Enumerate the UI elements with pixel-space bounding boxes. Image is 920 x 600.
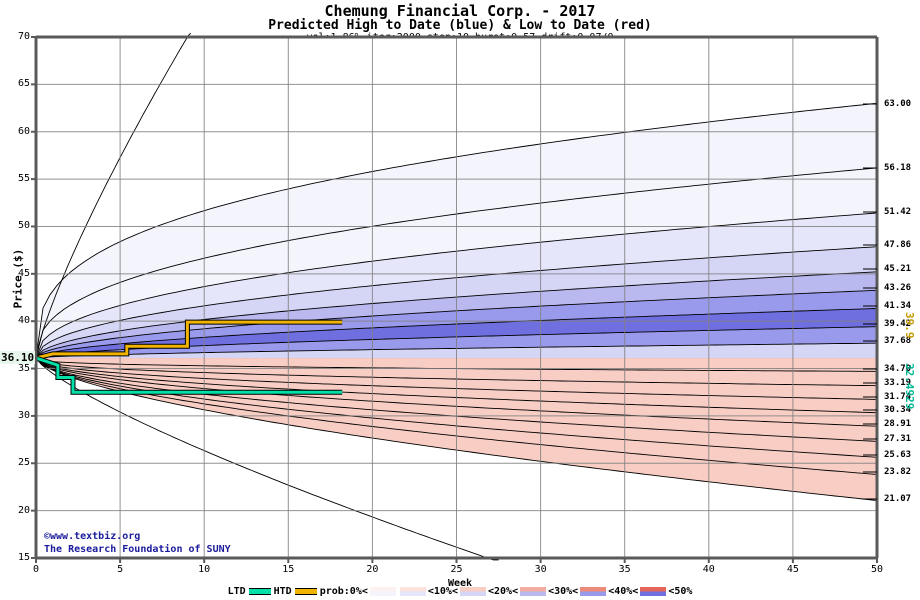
legend-prob: prob:0%< [320,586,368,597]
price-label-15: 25.63 [884,450,912,460]
price-label-10: 33.19 [884,378,912,388]
copyright-credit: ©www.textbiz.org The Research Foundation… [44,531,231,555]
y-tick-60: 60 [17,125,30,137]
chart-legend: LTD HTD prob:0%< <10%< <20%< <30%< <40%< <50… [0,586,920,597]
x-tick-20: 20 [366,564,379,575]
x-tick-0: 0 [32,564,40,575]
legend-bands: <10%< <20%< <30%< <40%< <50% [368,586,693,597]
htd-value-label: 39.9 [903,312,916,339]
price-label-6: 41.34 [884,301,912,311]
legend-swatch-2 [520,586,547,596]
legend-swatch-base [369,586,396,596]
y-tick-55: 55 [17,173,30,185]
legend-band-label-4: <50% [668,586,693,597]
legend-band-label-1: <20%< [487,586,519,597]
legend-band-label-0: <10%< [427,586,458,597]
legend-htd-label: HTD [273,586,292,597]
price-label-16: 23.82 [884,467,912,477]
legend-swatch-0 [399,586,426,596]
chart-title: Chemung Financial Corp. - 2017 [324,2,596,20]
x-tick-10: 10 [198,564,211,575]
y-tick-15: 15 [17,552,30,563]
legend-ltd-label: LTD [227,586,246,597]
y-tick-20: 20 [17,504,30,516]
ltd-value-label: 32.4929 [903,363,916,410]
price-label-13: 28.91 [884,419,912,429]
start-price-label: 36.10 [0,351,36,365]
x-axis-label: Week [447,578,473,589]
legend-swatch-1 [459,586,486,596]
x-tick-30: 30 [534,564,547,575]
price-label-5: 43.26 [884,283,912,293]
legend-band-label-2: <30%< [548,586,579,597]
price-label-7: 39.42 [884,319,912,329]
y-tick-70: 70 [17,31,30,42]
price-label-0: 63.00 [884,99,912,109]
price-label-3: 47.86 [884,240,912,250]
price-label-1: 56.18 [884,163,912,173]
price-label-9: 34.70 [884,364,912,374]
chart-subtitle: Predicted High to Date (blue) & Low to D… [268,18,652,33]
price-label-14: 27.31 [884,434,912,444]
htd-line-swatch [294,588,317,595]
price-label-17: 21.07 [884,494,912,504]
y-tick-45: 45 [17,267,30,279]
x-tick-5: 5 [117,564,124,575]
legend-swatch-3 [580,586,607,596]
x-tick-40: 40 [702,564,715,575]
y-tick-50: 50 [17,220,30,232]
price-label-12: 30.34 [884,405,912,415]
y-tick-25: 25 [17,457,30,469]
price-label-2: 51.42 [884,207,912,217]
legend-band-label-3: <40%< [608,586,639,597]
x-tick-15: 15 [282,564,295,575]
legend-swatch-4 [640,586,667,596]
legend-htd: HTD [274,586,320,597]
price-label-11: 31.74 [884,392,912,402]
ltd-line-swatch [248,588,271,595]
x-tick-25: 25 [450,564,463,575]
y-tick-65: 65 [17,78,30,90]
x-tick-35: 35 [618,564,631,575]
x-tick-45: 45 [786,564,799,575]
legend-ltd: LTD [228,586,274,597]
legend-prob-label: prob:0%< [319,586,368,597]
y-tick-30: 30 [17,409,30,421]
price-label-4: 45.21 [884,264,912,274]
price-label-8: 37.68 [884,336,912,346]
x-tick-50: 50 [870,564,884,575]
y-tick-40: 40 [17,315,30,327]
y-tick-35: 35 [17,362,30,374]
